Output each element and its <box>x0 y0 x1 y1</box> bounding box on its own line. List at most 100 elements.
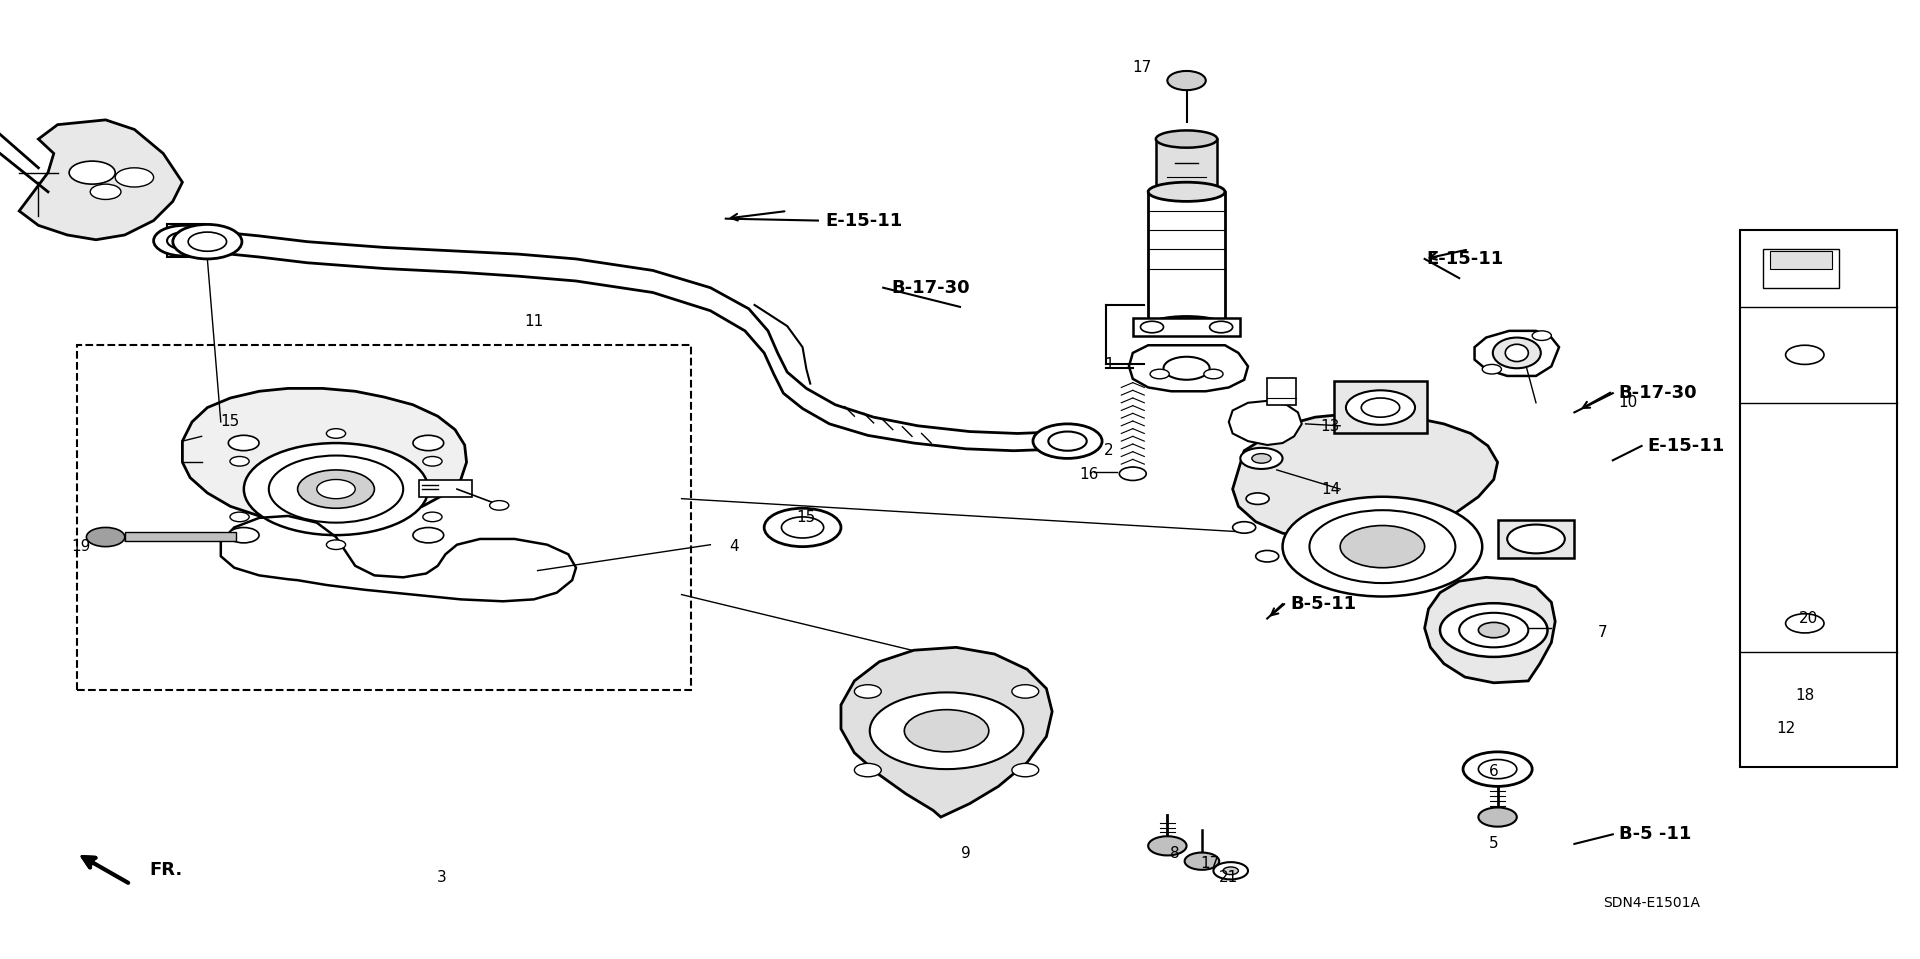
Bar <box>1770 251 1832 269</box>
Circle shape <box>1507 525 1565 553</box>
Polygon shape <box>1129 345 1248 391</box>
Circle shape <box>1283 497 1482 596</box>
Ellipse shape <box>1505 344 1528 362</box>
Text: SDN4-E1501A: SDN4-E1501A <box>1603 897 1699 910</box>
Polygon shape <box>1425 577 1555 683</box>
Circle shape <box>1240 448 1283 469</box>
Text: 5: 5 <box>1488 836 1500 852</box>
Polygon shape <box>19 120 182 240</box>
Polygon shape <box>1233 414 1498 539</box>
Circle shape <box>1786 345 1824 364</box>
Circle shape <box>1782 257 1828 280</box>
Circle shape <box>422 456 442 466</box>
Circle shape <box>69 161 115 184</box>
Circle shape <box>1150 369 1169 379</box>
Text: 17: 17 <box>1200 855 1219 871</box>
Circle shape <box>1346 390 1415 425</box>
Bar <box>1763 249 1839 288</box>
Circle shape <box>1140 321 1164 333</box>
Circle shape <box>326 429 346 438</box>
Circle shape <box>1459 613 1528 647</box>
Text: 16: 16 <box>1079 467 1098 482</box>
Circle shape <box>1048 432 1087 451</box>
Circle shape <box>1252 454 1271 463</box>
Text: 4: 4 <box>730 539 739 554</box>
Text: B-5-11: B-5-11 <box>1290 596 1356 613</box>
Ellipse shape <box>1148 316 1225 336</box>
Circle shape <box>413 527 444 543</box>
Bar <box>1267 378 1296 405</box>
Circle shape <box>230 456 250 466</box>
Text: 6: 6 <box>1488 764 1500 780</box>
Circle shape <box>854 685 881 698</box>
Text: 15: 15 <box>221 414 240 430</box>
Circle shape <box>413 435 444 451</box>
Circle shape <box>1478 760 1517 779</box>
Circle shape <box>904 710 989 752</box>
Circle shape <box>317 480 355 499</box>
Circle shape <box>228 435 259 451</box>
Circle shape <box>870 692 1023 769</box>
Circle shape <box>1482 364 1501 374</box>
Circle shape <box>1012 685 1039 698</box>
Text: 10: 10 <box>1619 395 1638 410</box>
Circle shape <box>1478 807 1517 827</box>
Circle shape <box>490 501 509 510</box>
Polygon shape <box>1229 401 1302 445</box>
Bar <box>1334 381 1427 433</box>
Text: 17: 17 <box>1133 59 1152 75</box>
Circle shape <box>1148 836 1187 855</box>
Polygon shape <box>182 388 467 524</box>
Ellipse shape <box>1156 130 1217 148</box>
Polygon shape <box>1475 331 1559 376</box>
Circle shape <box>1440 603 1548 657</box>
Circle shape <box>90 184 121 199</box>
Text: E-15-11: E-15-11 <box>1647 437 1724 455</box>
Circle shape <box>1768 684 1803 701</box>
Text: B-17-30: B-17-30 <box>891 279 970 296</box>
Circle shape <box>1164 357 1210 380</box>
Text: 8: 8 <box>1169 846 1181 861</box>
Text: E-15-11: E-15-11 <box>1427 250 1503 268</box>
Text: 14: 14 <box>1321 481 1340 497</box>
Circle shape <box>764 508 841 547</box>
Text: 20: 20 <box>1799 611 1818 626</box>
Circle shape <box>86 527 125 547</box>
Text: 9: 9 <box>960 846 972 861</box>
Circle shape <box>854 763 881 777</box>
Circle shape <box>298 470 374 508</box>
Text: 15: 15 <box>797 510 816 526</box>
Circle shape <box>326 540 346 550</box>
Text: 3: 3 <box>436 870 447 885</box>
Circle shape <box>1233 522 1256 533</box>
Circle shape <box>188 232 227 251</box>
Circle shape <box>115 168 154 187</box>
Bar <box>125 532 236 541</box>
Circle shape <box>1204 369 1223 379</box>
Text: 1: 1 <box>1104 357 1114 372</box>
Circle shape <box>1256 550 1279 562</box>
Circle shape <box>1361 398 1400 417</box>
Bar <box>1740 230 1897 767</box>
Circle shape <box>1463 752 1532 786</box>
Circle shape <box>1246 493 1269 504</box>
Circle shape <box>1210 321 1233 333</box>
Circle shape <box>781 517 824 538</box>
Circle shape <box>167 232 202 249</box>
Circle shape <box>1119 467 1146 480</box>
Bar <box>1498 520 1574 558</box>
Circle shape <box>228 527 259 543</box>
Text: B-17-30: B-17-30 <box>1619 385 1697 402</box>
Text: 12: 12 <box>1776 721 1795 737</box>
Circle shape <box>1309 510 1455 583</box>
Circle shape <box>1185 853 1219 870</box>
Text: 19: 19 <box>71 539 90 554</box>
Circle shape <box>1167 71 1206 90</box>
Ellipse shape <box>1148 182 1225 201</box>
Polygon shape <box>841 647 1052 817</box>
Circle shape <box>1478 622 1509 638</box>
Text: 18: 18 <box>1795 688 1814 703</box>
Circle shape <box>1012 763 1039 777</box>
Circle shape <box>1223 867 1238 875</box>
Text: 21: 21 <box>1219 870 1238 885</box>
